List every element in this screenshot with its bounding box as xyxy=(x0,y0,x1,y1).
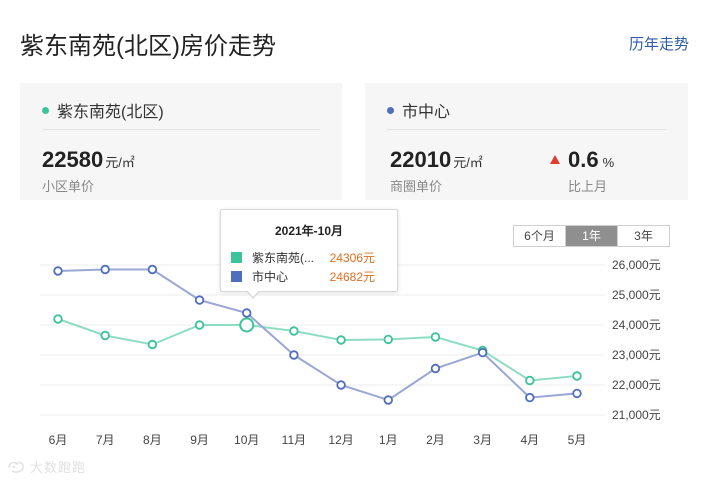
city-card-header: 市中心 xyxy=(387,98,450,122)
tab-3-years[interactable]: 3年 xyxy=(617,226,669,246)
series-1-point xyxy=(572,371,582,381)
tooltip-series-value: 24306元 xyxy=(329,251,375,265)
watermark: 大数跑跑 xyxy=(6,457,86,476)
city-price-card: 市中心 22010 元/㎡ 商圈单价 0.6% 比上月 xyxy=(365,83,688,200)
series-2-point xyxy=(100,264,110,275)
series-1-point xyxy=(100,330,110,341)
series-2-point xyxy=(289,350,299,360)
history-trend-link[interactable]: 历年走势 xyxy=(628,36,689,53)
community-name: 紫东南苑(北区) xyxy=(57,104,164,121)
series-1-point xyxy=(383,334,393,345)
series-2-point xyxy=(53,266,63,276)
tab-6-months[interactable]: 6个月 xyxy=(514,226,565,246)
series-1-point xyxy=(194,320,205,330)
community-card-header: 紫东南苑(北区) xyxy=(42,98,164,122)
community-price-card: 紫东南苑(北区) 22580 元/㎡ 小区单价 xyxy=(20,83,342,200)
x-tick-label: 7月 xyxy=(96,433,115,447)
x-tick-label: 2月 xyxy=(426,433,445,447)
series-line-2 xyxy=(57,268,578,402)
community-legend-square xyxy=(231,252,242,263)
city-dot-icon xyxy=(387,106,394,114)
series-2-point xyxy=(242,308,252,318)
y-tick-label: 22,000元 xyxy=(612,378,661,392)
community-dot-icon xyxy=(42,106,49,114)
x-tick-label: 11月 xyxy=(282,433,306,447)
tooltip-caret-fill xyxy=(247,290,259,297)
community-price-block: 22580 元/㎡ 小区单价 xyxy=(42,147,135,195)
series-1-point xyxy=(289,326,299,336)
month-change-value: 0.6 xyxy=(568,147,599,172)
x-tick-label: 9月 xyxy=(190,433,209,447)
y-tick-label: 21,000元 xyxy=(612,408,661,422)
city-price: 22010 xyxy=(390,147,452,172)
city-name: 市中心 xyxy=(402,104,451,121)
month-change-block: 0.6% 比上月 xyxy=(550,147,614,195)
series-1-point xyxy=(336,335,346,345)
x-tick-label: 6月 xyxy=(49,433,68,447)
community-price-unit: 元/㎡ xyxy=(105,155,135,170)
series-1-point xyxy=(430,332,441,342)
x-tick-label: 3月 xyxy=(473,433,492,447)
up-arrow-icon xyxy=(550,155,560,164)
period-tabs: 6个月 1年 3年 xyxy=(513,225,670,247)
x-tick-label: 12月 xyxy=(328,433,353,447)
series-1-point xyxy=(525,375,535,386)
watermark-text: 大数跑跑 xyxy=(30,460,87,475)
community-price: 22580 xyxy=(42,147,104,172)
page-title: 紫东南苑(北区)房价走势 xyxy=(20,33,276,60)
series-2-point xyxy=(194,295,205,305)
tooltip-series-value: 24682元 xyxy=(329,270,375,284)
series-line-1 xyxy=(57,318,578,382)
series-1-point xyxy=(239,317,255,333)
series-1-point xyxy=(53,314,63,324)
month-change-label: 比上月 xyxy=(568,179,608,194)
x-tick-label: 1月 xyxy=(379,433,398,447)
series-2-point xyxy=(477,347,488,358)
city-price-unit: 元/㎡ xyxy=(453,155,483,170)
y-tick-label: 23,000元 xyxy=(612,348,661,362)
tooltip-row: 紫东南苑(... 24306元 xyxy=(231,249,375,266)
series-2-point xyxy=(336,380,346,390)
tab-1-year[interactable]: 1年 xyxy=(565,226,617,246)
series-2-point xyxy=(430,363,441,374)
city-price-block: 22010 元/㎡ 商圈单价 xyxy=(390,147,483,195)
card-divider xyxy=(42,129,320,130)
y-tick-label: 26,000元 xyxy=(612,258,661,272)
series-2-point xyxy=(525,392,535,403)
y-tick-label: 25,000元 xyxy=(612,288,661,302)
x-tick-label: 8月 xyxy=(143,433,162,447)
card-divider xyxy=(387,129,666,130)
x-tick-label: 10月 xyxy=(234,433,259,447)
tooltip-series-name: 紫东南苑(... xyxy=(252,251,314,265)
city-price-label: 商圈单价 xyxy=(390,179,443,194)
community-price-label: 小区单价 xyxy=(42,179,95,194)
watermark-logo-icon xyxy=(8,461,24,473)
month-change-unit: % xyxy=(602,155,615,170)
tooltip-series-name: 市中心 xyxy=(252,270,289,284)
chart-tooltip: 2021年-10月 紫东南苑(... 24306元 市中心 24682元 xyxy=(220,209,398,299)
tooltip-row: 市中心 24682元 xyxy=(231,268,375,285)
x-tick-label: 5月 xyxy=(568,433,587,447)
series-2-point xyxy=(147,264,158,275)
x-tick-label: 4月 xyxy=(520,433,539,447)
series-2-point xyxy=(383,395,393,405)
tooltip-title: 2021年-10月 xyxy=(274,224,344,238)
city-legend-square xyxy=(231,271,242,282)
series-1-point xyxy=(147,339,158,350)
y-tick-label: 24,000元 xyxy=(612,318,661,332)
series-2-point xyxy=(572,388,582,399)
